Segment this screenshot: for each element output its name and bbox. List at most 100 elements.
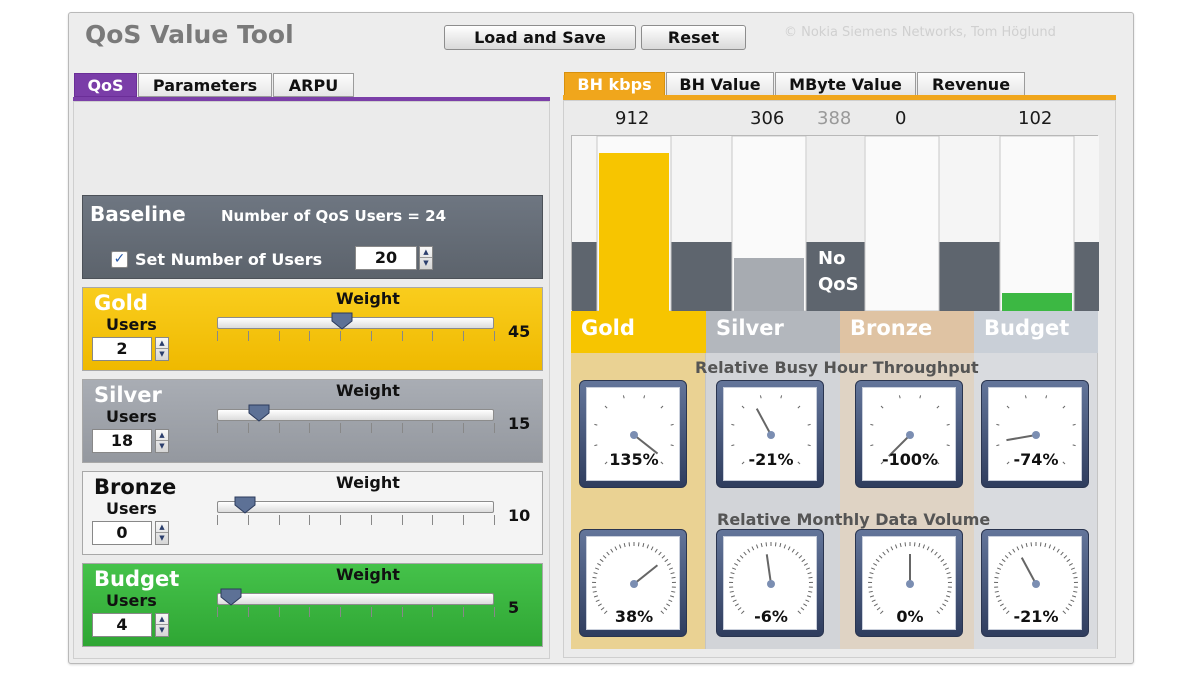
tier-name: Silver (94, 383, 162, 407)
tab-revenue[interactable]: Revenue (917, 72, 1025, 96)
slider-ticks (217, 331, 495, 343)
gauge-needle-icon (1006, 434, 1037, 442)
gauge-tick (670, 444, 674, 447)
weight-slider[interactable] (217, 317, 494, 329)
gauge-tick (945, 595, 951, 598)
legend-budget: Budget (974, 311, 1098, 353)
load-and-save-button[interactable]: Load and Save (444, 25, 636, 50)
reset-button[interactable]: Reset (641, 25, 746, 50)
slider-tick (463, 607, 464, 617)
weight-slider[interactable] (217, 593, 494, 605)
gauge-tick (1070, 567, 1075, 570)
gauge-face: -6% (723, 536, 817, 630)
gauge-tick (807, 572, 812, 575)
tab-parameters[interactable]: Parameters (138, 73, 272, 97)
spin-up-icon[interactable]: ▲ (156, 522, 168, 533)
gauge-tick (1072, 572, 1077, 575)
tier-users-input[interactable]: 4 (92, 613, 152, 637)
gauge-tick (946, 423, 950, 426)
no-qos-label: No (818, 248, 845, 269)
gauge-tick (595, 599, 600, 603)
tab-arpu[interactable]: ARPU (273, 73, 354, 97)
tab-qos[interactable]: QoS (74, 73, 137, 97)
gauge-tick (805, 599, 810, 603)
spin-up-icon[interactable]: ▲ (156, 430, 168, 441)
slider-thumb-icon[interactable] (331, 312, 353, 330)
tab-bh-value[interactable]: BH Value (666, 72, 774, 96)
gauge-value: -74% (1013, 450, 1059, 469)
tier-users-stepper[interactable]: ▲ ▼ (155, 429, 169, 453)
gauge-tick (1068, 563, 1073, 566)
gauge-tick (1005, 610, 1010, 615)
gauge-tick (797, 405, 801, 409)
gauge-tick (886, 548, 890, 553)
gauge-tick (937, 555, 942, 559)
gauge-tick (940, 558, 945, 563)
spin-down-icon[interactable]: ▼ (159, 442, 165, 450)
gauge-tick (622, 395, 625, 399)
gauge-tick (807, 423, 811, 426)
gauge-tick (878, 555, 883, 559)
tier-users-stepper[interactable]: ▲ ▼ (155, 521, 169, 545)
spin-down-icon[interactable]: ▼ (159, 534, 165, 542)
slider-tick (371, 423, 372, 433)
slider-thumb-icon[interactable] (220, 588, 242, 606)
tab-mbyte-value[interactable]: MByte Value (775, 72, 916, 96)
spin-up-icon[interactable]: ▲ (420, 247, 432, 258)
gauge-tick (734, 563, 739, 566)
gauge-tick (592, 590, 597, 593)
tier-users-stepper[interactable]: ▲ ▼ (155, 613, 169, 637)
gauge-dial (594, 395, 674, 465)
gauge-tick (890, 546, 894, 551)
slider-tick (463, 423, 464, 433)
tab-underline (563, 95, 1116, 100)
gauge-tick (899, 543, 902, 548)
gauge-tick (1008, 551, 1012, 556)
bar-value-gold: 912 (615, 108, 650, 129)
spin-down-icon[interactable]: ▼ (423, 259, 429, 267)
gauge-tick (918, 543, 921, 548)
users-stepper[interactable]: ▲ ▼ (419, 246, 433, 270)
gauge-tick (870, 444, 874, 447)
tier-users-stepper[interactable]: ▲ ▼ (155, 337, 169, 361)
slider-tick (248, 607, 249, 617)
tier-gold: Gold Users Weight 45 2 ▲ ▼ (82, 287, 543, 371)
users-input[interactable]: 20 (355, 246, 417, 270)
gauge-tick (880, 405, 884, 409)
gauge-tick (869, 595, 875, 598)
gauge-tick (869, 572, 874, 575)
spin-up-icon[interactable]: ▲ (156, 614, 168, 625)
spin-down-icon[interactable]: ▼ (159, 350, 165, 358)
gauge-tick (654, 548, 658, 553)
gauge-tick (1066, 558, 1071, 563)
gauge-tick (747, 548, 751, 553)
slider-tick (432, 331, 433, 341)
tier-name: Budget (94, 567, 180, 591)
gauge-tick (898, 395, 901, 399)
gauge-tick (947, 576, 952, 579)
bar-silver (734, 258, 804, 311)
gauge-tick (1060, 551, 1064, 556)
weight-slider[interactable] (217, 409, 494, 421)
tab-bh-kbps[interactable]: BH kbps (564, 72, 665, 96)
tier-users-input[interactable]: 2 (92, 337, 152, 361)
bar-slot-budget (999, 135, 1075, 312)
gauge-tick (666, 563, 671, 566)
slider-thumb-icon[interactable] (234, 496, 256, 514)
tier-users-input[interactable]: 18 (92, 429, 152, 453)
gauge-tick (669, 595, 675, 598)
tier-users-input[interactable]: 0 (92, 521, 152, 545)
gauge-tick (594, 423, 598, 426)
spin-up-icon[interactable]: ▲ (156, 338, 168, 349)
gauge-tick (808, 590, 813, 593)
gauge-hub (767, 431, 775, 439)
tier-name: Gold (94, 291, 148, 315)
set-users-checkbox[interactable]: ✓ (111, 251, 128, 268)
gauge-tick (597, 563, 602, 566)
gauge-tick (997, 567, 1002, 570)
spin-down-icon[interactable]: ▼ (159, 626, 165, 634)
legend-silver: Silver (706, 311, 841, 353)
slider-thumb-icon[interactable] (248, 404, 270, 422)
weight-slider[interactable] (217, 501, 494, 513)
gauge-tick (942, 563, 947, 566)
